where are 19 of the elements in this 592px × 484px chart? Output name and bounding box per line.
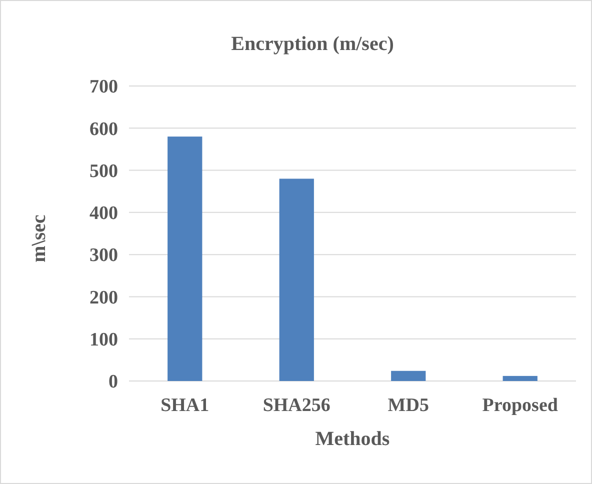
- x-tick-label: SHA256: [262, 395, 330, 416]
- y-axis-title: m\sec: [28, 214, 50, 262]
- y-tick-label: 300: [90, 245, 118, 266]
- y-tick-label: 600: [90, 118, 118, 140]
- y-tick-label: 0: [108, 372, 118, 393]
- bar: [168, 136, 202, 381]
- x-tick-label: MD5: [388, 395, 429, 416]
- bar: [502, 376, 538, 381]
- y-tick-label: 500: [90, 160, 118, 182]
- y-tick-label: 200: [90, 287, 118, 308]
- x-axis-title: Methods: [315, 428, 390, 450]
- bar: [279, 178, 314, 381]
- x-tick-label: SHA1: [160, 395, 210, 416]
- y-tick-label: 100: [90, 330, 118, 351]
- y-tick-label: 400: [90, 203, 118, 224]
- x-tick-label: Proposed: [482, 395, 558, 416]
- chart-title: Encryption (m/sec): [231, 33, 394, 55]
- y-tick-label: 700: [90, 76, 118, 98]
- bar: [391, 370, 426, 381]
